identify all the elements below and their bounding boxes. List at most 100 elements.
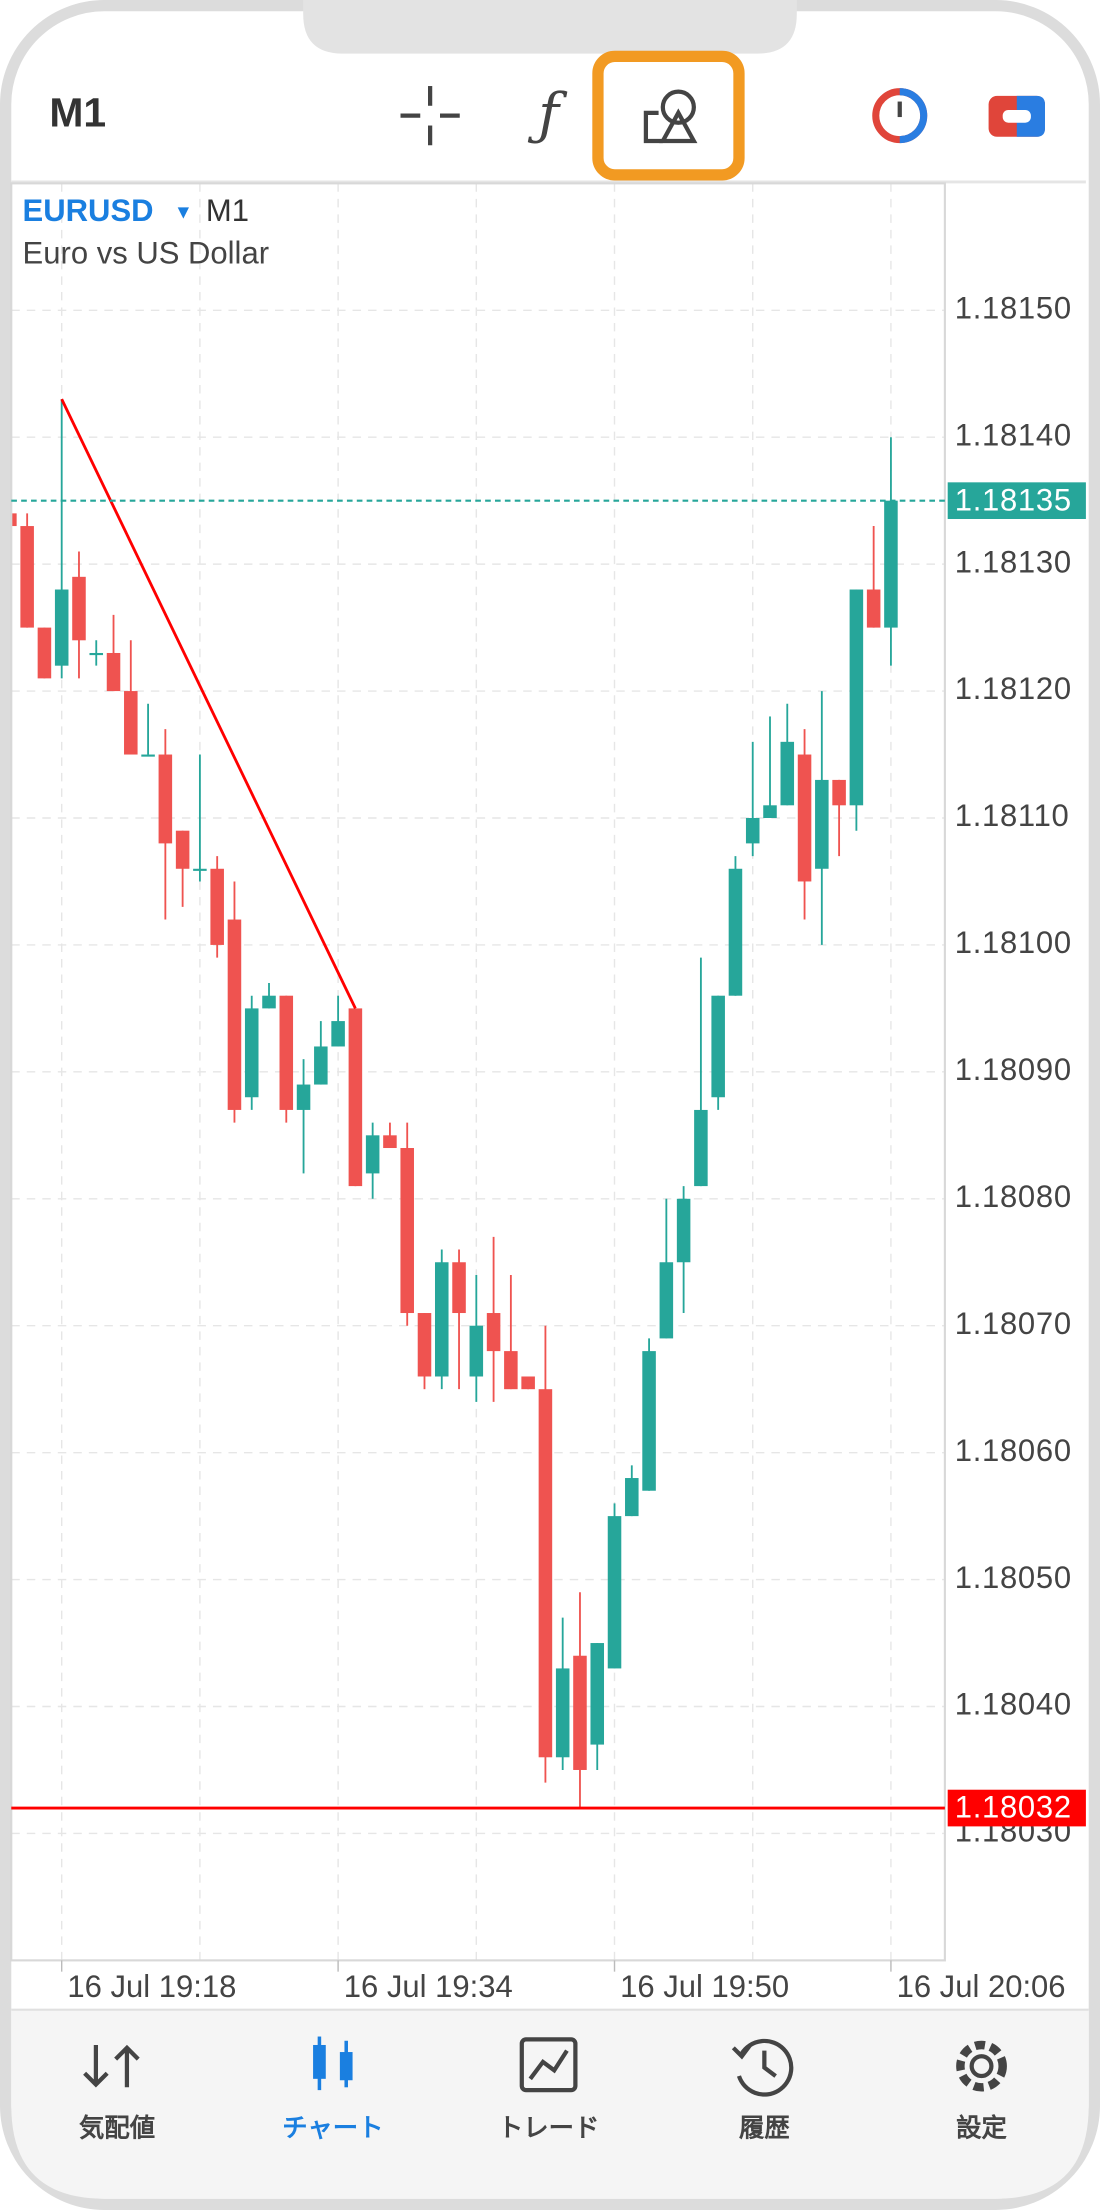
x-tick-label: 16 Jul 20:06 bbox=[897, 1969, 1066, 2004]
candle-body bbox=[728, 868, 743, 996]
candle-body bbox=[210, 868, 224, 945]
y-tick-label: 1.18090 bbox=[955, 1052, 1072, 1087]
tab[interactable]: 履歴 bbox=[731, 2038, 794, 2142]
y-tick-label: 1.18140 bbox=[955, 417, 1072, 452]
current-price-box bbox=[947, 482, 1086, 520]
timeframe-button[interactable]: M1 bbox=[49, 89, 106, 135]
candle-body bbox=[573, 1655, 587, 1770]
tab-icon bbox=[519, 2037, 578, 2093]
candle-body bbox=[538, 1389, 553, 1758]
candle-body bbox=[296, 1084, 311, 1110]
candle-body bbox=[745, 817, 760, 844]
y-tick-label: 1.18110 bbox=[955, 798, 1070, 833]
candle-body bbox=[434, 1262, 449, 1377]
trade-button[interactable] bbox=[988, 95, 1045, 137]
candle-body bbox=[625, 1478, 639, 1517]
plot-area bbox=[11, 183, 945, 1961]
candle-body bbox=[124, 691, 138, 755]
candle-body bbox=[676, 1198, 691, 1263]
tab-icon bbox=[83, 2044, 140, 2088]
candle-body bbox=[54, 589, 69, 666]
tab-icon bbox=[969, 2054, 994, 2079]
symbol-description: Euro vs US Dollar bbox=[23, 235, 269, 270]
candle-body bbox=[504, 1351, 518, 1390]
candle-body bbox=[314, 1046, 328, 1085]
tab[interactable]: 気配値 bbox=[79, 2044, 155, 2142]
y-tick-label: 1.18060 bbox=[955, 1433, 1072, 1468]
candle-body bbox=[193, 868, 207, 871]
candle-body bbox=[348, 1008, 363, 1187]
tab-icon bbox=[519, 2037, 578, 2093]
y-tick-label: 1.18150 bbox=[955, 290, 1072, 325]
tab-icon bbox=[736, 2038, 794, 2097]
tab-label[interactable]: トレード bbox=[498, 2114, 599, 2142]
candle-body bbox=[694, 1109, 708, 1187]
current-price-label: 1.18135 bbox=[955, 482, 1072, 517]
candle-body bbox=[72, 576, 86, 641]
candle-body bbox=[486, 1313, 501, 1352]
highlight bbox=[592, 50, 745, 181]
candle-body bbox=[244, 1008, 259, 1098]
candle-body bbox=[106, 652, 121, 692]
candle-body bbox=[365, 1135, 380, 1174]
candle-body bbox=[832, 779, 846, 806]
candle-body bbox=[659, 1262, 674, 1339]
tab[interactable]: チャート bbox=[282, 2036, 383, 2143]
candle-body bbox=[452, 1262, 466, 1314]
chart-timeframe: M1 bbox=[206, 193, 249, 228]
tab-label[interactable]: 履歴 bbox=[739, 2114, 790, 2142]
candle-body bbox=[607, 1516, 622, 1669]
candle-body bbox=[141, 754, 155, 757]
tab-icon bbox=[731, 2038, 794, 2097]
y-tick-label: 1.18130 bbox=[955, 544, 1072, 579]
tab[interactable]: トレード bbox=[498, 2037, 599, 2142]
candle-body bbox=[417, 1313, 432, 1377]
candle-body bbox=[763, 805, 777, 818]
candle-body bbox=[590, 1643, 605, 1745]
candle-body bbox=[383, 1135, 397, 1149]
candle-body bbox=[279, 995, 294, 1110]
candle-body bbox=[469, 1325, 484, 1377]
notch bbox=[303, 0, 797, 54]
y-tick-label: 1.18070 bbox=[955, 1306, 1072, 1341]
tabs: 気配値 チャート トレード 履歴 設定 bbox=[79, 2036, 1008, 2143]
candle-body bbox=[37, 627, 52, 679]
candle-body bbox=[555, 1668, 570, 1758]
candle-body bbox=[89, 652, 104, 656]
y-tick-label: 1.18040 bbox=[955, 1687, 1072, 1722]
tab-icon bbox=[762, 2050, 777, 2078]
candle-body bbox=[642, 1351, 656, 1491]
candle-body bbox=[262, 995, 276, 1009]
candle-body bbox=[780, 741, 795, 806]
tab-label[interactable]: 設定 bbox=[956, 2113, 1007, 2142]
symbol-dropdown[interactable] bbox=[177, 207, 189, 219]
alert-price-label: 1.18032 bbox=[955, 1790, 1072, 1825]
tab-icon bbox=[528, 2049, 569, 2081]
candle-body bbox=[400, 1148, 414, 1314]
objects-button[interactable] bbox=[643, 89, 698, 144]
tab-label[interactable]: チャート bbox=[282, 2114, 383, 2142]
tab-label[interactable]: 気配値 bbox=[79, 2113, 155, 2142]
symbol[interactable]: EURUSD bbox=[23, 193, 154, 228]
y-tick-label: 1.18100 bbox=[955, 925, 1072, 960]
tab[interactable]: 設定 bbox=[956, 2040, 1008, 2142]
tab-icon bbox=[956, 2040, 1007, 2092]
y-tick-label: 1.18120 bbox=[955, 671, 1072, 706]
candle-body bbox=[521, 1376, 535, 1390]
candle-body bbox=[11, 513, 17, 527]
candle-body bbox=[815, 779, 829, 869]
y-tick-label: 1.18080 bbox=[955, 1179, 1072, 1214]
tab-icon bbox=[313, 2036, 353, 2091]
x-tick-label: 16 Jul 19:50 bbox=[620, 1969, 789, 2004]
one-click-button[interactable] bbox=[872, 88, 928, 144]
plot-border bbox=[10, 182, 946, 1962]
candle-body bbox=[158, 754, 173, 844]
candle-body bbox=[797, 754, 812, 882]
candle-body bbox=[20, 526, 34, 628]
crosshair-button[interactable] bbox=[400, 86, 460, 146]
candle-body bbox=[331, 1021, 345, 1047]
candle-body bbox=[866, 589, 881, 628]
candle-body bbox=[884, 500, 898, 628]
